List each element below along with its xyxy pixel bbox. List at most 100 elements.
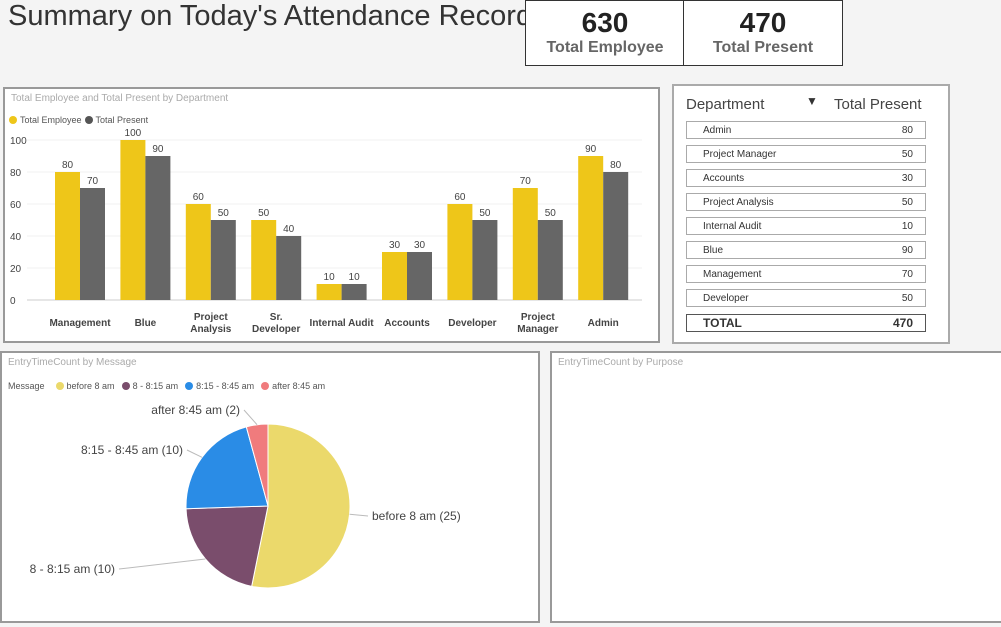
legend-label: Total Employee [20, 115, 82, 125]
table-row[interactable]: Accounts 30 [686, 169, 926, 187]
data-label: 8 - 8:15 am (10) [30, 562, 115, 576]
bar-total-present [537, 220, 563, 300]
table-row[interactable]: Management 70 [686, 265, 926, 283]
data-label: 10 [324, 272, 336, 283]
present-value: 70 [901, 268, 913, 280]
table-row[interactable]: Admin 80 [686, 121, 926, 139]
y-tick-label: 100 [10, 136, 27, 147]
x-tick-label: Accounts [384, 318, 430, 329]
legend-label: before 8 am [66, 381, 115, 391]
chart-title: EntryTimeCount by Purpose [558, 357, 684, 368]
total-value: 470 [892, 316, 913, 330]
pie-slice [185, 426, 269, 510]
bar-total-employee [55, 172, 80, 300]
present-value: 50 [901, 292, 913, 304]
legend-label: Total Present [95, 115, 149, 125]
chart-legend: Message before 8 am 8 - 8:15 am 8:15 - 8:4… [8, 381, 329, 391]
data-label: 8:15 - 8:45 am (10) [81, 443, 183, 457]
legend-label: 8:15 - 8:45 am [196, 381, 255, 391]
present-value: 10 [901, 220, 913, 232]
kpi-value: 630 [581, 7, 629, 38]
triangle-down-icon[interactable]: ▼ [806, 94, 818, 108]
data-label: 80 [610, 160, 622, 171]
data-label: 60 [193, 192, 205, 203]
page-title: Summary on Today's Attendance Record [8, 0, 533, 32]
y-tick-label: 40 [10, 232, 22, 243]
bar-total-present [210, 220, 236, 300]
bar-total-employee [316, 284, 342, 300]
pie-slice [251, 423, 351, 589]
pie-slice [185, 505, 269, 587]
present-value: 30 [901, 172, 913, 184]
x-tick-label: Developer [448, 318, 496, 329]
bar-chart: 0 20 40 60 80 100 80 70 Management 100 90 Blue 60 50 P… [10, 128, 642, 335]
leader-line [186, 449, 203, 458]
table-row[interactable]: Project Manager 50 [686, 145, 926, 163]
legend-swatch [84, 116, 93, 124]
kpi-value: 470 [739, 7, 787, 38]
bar-total-present [145, 156, 171, 300]
y-tick-label: 0 [10, 296, 16, 307]
data-label: 50 [479, 208, 491, 219]
funnel-chart: 100%46Log in / Log out1School Errands2.2… [550, 0, 1001, 625]
data-label: 90 [585, 144, 597, 155]
x-tick-label: Admin [588, 318, 619, 329]
y-tick-label: 20 [10, 264, 22, 275]
bar-chart-panel[interactable]: Total Employee and Total Present by Depa… [3, 87, 660, 343]
pie-chart: before 8 am (25) 8 - 8:15 am (10) 8:15 - 8… [30, 403, 461, 589]
data-label: after 8:45 am (2) [151, 403, 240, 417]
legend-label: 8 - 8:15 am [132, 381, 179, 391]
department-name: Admin [703, 124, 732, 136]
data-label: 30 [389, 240, 401, 251]
bar-total-employee [185, 204, 211, 300]
department-name: Accounts [703, 172, 745, 184]
legend-swatch [55, 382, 64, 390]
legend-label: after 8:45 am [272, 381, 326, 391]
pie-chart-panel[interactable]: EntryTimeCount by Message Message before… [0, 351, 540, 623]
data-label: 70 [520, 176, 532, 187]
department-name: Developer [703, 292, 749, 304]
table-row[interactable]: Project Analysis 50 [686, 193, 926, 211]
chart-legend: Total Employee Total Present [9, 115, 148, 125]
legend-title: Message [8, 381, 45, 391]
data-label: 10 [349, 272, 361, 283]
department-name: Project Analysis [703, 196, 774, 208]
bar-total-present [80, 188, 105, 300]
leader-line [349, 513, 369, 517]
table-row[interactable]: Internal Audit 10 [686, 217, 926, 235]
y-tick-label: 80 [10, 168, 22, 179]
bar-total-employee [578, 156, 604, 300]
present-value: 50 [901, 196, 913, 208]
x-tick-label: Management [49, 318, 111, 329]
x-tick-label: Project Manager [517, 312, 558, 335]
data-label: 40 [283, 224, 295, 235]
data-label: 70 [87, 176, 99, 187]
table-row[interactable]: Blue 90 [686, 241, 926, 259]
data-label: 60 [454, 192, 466, 203]
kpi-total-present: 470 Total Present [683, 0, 843, 66]
table-row[interactable]: Developer 50 [686, 289, 926, 307]
bar-total-present [603, 172, 629, 300]
total-row: TOTAL 470 [686, 314, 926, 332]
legend-swatch [185, 382, 194, 390]
present-value: 90 [901, 244, 913, 256]
bar-total-employee [512, 188, 538, 300]
bar-total-present [407, 252, 432, 300]
funnel-chart-panel[interactable]: EntryTimeCount by Purpose 100%46Log in /… [550, 351, 1001, 623]
department-name: Blue [703, 244, 724, 256]
data-label: 80 [62, 160, 74, 171]
x-tick-label: Blue [135, 318, 157, 329]
data-label: 30 [414, 240, 426, 251]
chart-title: Total Employee and Total Present by Depa… [11, 93, 229, 104]
data-label: 90 [152, 144, 164, 155]
x-tick-label: Internal Audit [310, 318, 375, 329]
bar-total-present [472, 220, 498, 300]
bar-total-employee [447, 204, 473, 300]
column-header-department[interactable]: Department [686, 96, 765, 113]
leader-line [118, 558, 206, 570]
bar-total-employee [120, 140, 146, 300]
data-label: 50 [218, 208, 230, 219]
column-header-total-present[interactable]: Total Present [834, 96, 922, 113]
department-name: Internal Audit [703, 220, 762, 232]
bar-total-present [341, 284, 367, 300]
